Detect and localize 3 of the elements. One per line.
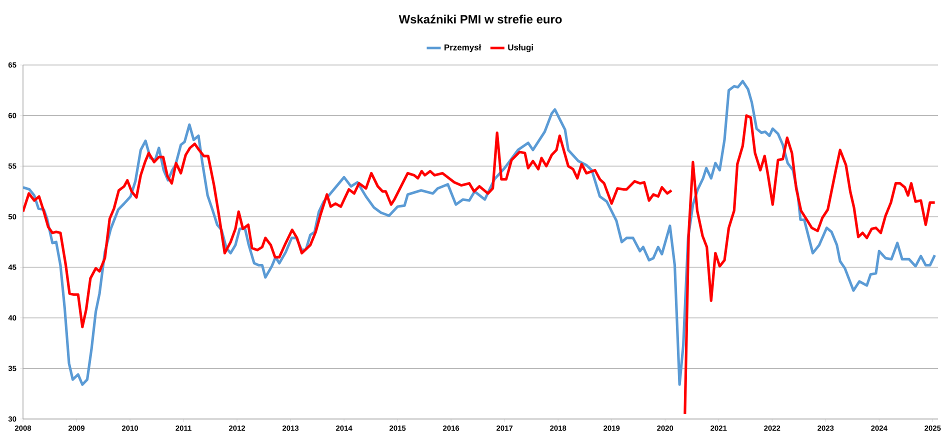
legend-label: Przemysł — [444, 44, 482, 52]
legend-label: Usługi — [508, 44, 533, 52]
chart-title: Wskaźniki PMI w strefie euro — [398, 14, 562, 24]
